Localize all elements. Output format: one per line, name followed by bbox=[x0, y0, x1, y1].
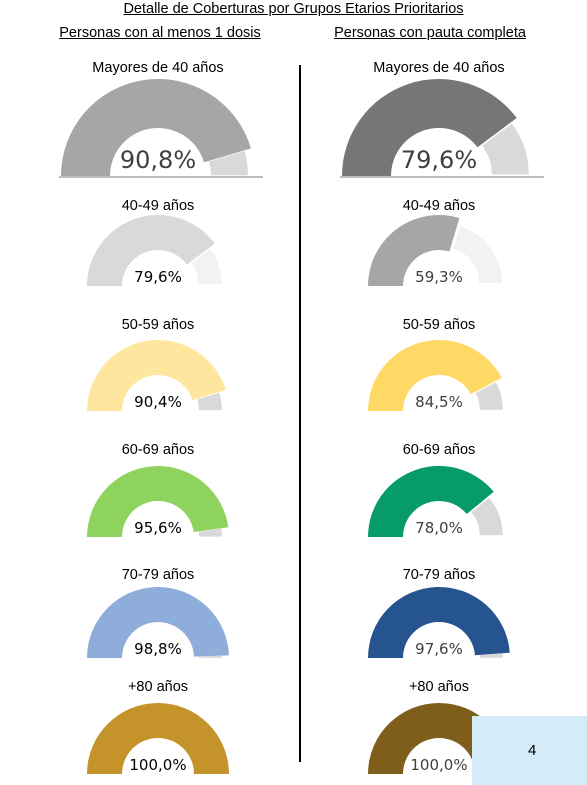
gauge-value-arc bbox=[368, 586, 510, 658]
column-header-first-dose: Personas con al menos 1 dosis bbox=[59, 25, 261, 41]
gauge-remainder-arc bbox=[453, 226, 503, 284]
coverage-gauge: 98,8% bbox=[87, 586, 229, 658]
gauge-value-label: 79,6% bbox=[401, 146, 477, 174]
gauge-remainder-arc bbox=[191, 249, 222, 285]
coverage-gauge: 78,0% bbox=[368, 465, 503, 537]
gauge-remainder-arc bbox=[471, 497, 503, 536]
gauge-value-label: 90,8% bbox=[120, 146, 196, 174]
gauge-value-label: 97,6% bbox=[415, 640, 463, 658]
gauge-label: 70-79 años bbox=[402, 567, 476, 583]
gauge-value-arc bbox=[87, 215, 215, 286]
coverage-gauge: 90,8% bbox=[59, 78, 263, 178]
column-header-full-schedule: Personas con pauta completa bbox=[334, 25, 526, 41]
gauge-label: 40-49 años bbox=[402, 198, 476, 214]
gauge-remainder-arc bbox=[197, 392, 222, 411]
coverage-gauge: 84,5% bbox=[368, 339, 503, 411]
gauge-label: 50-59 años bbox=[121, 317, 195, 333]
gauge-remainder-arc bbox=[198, 528, 222, 537]
gauge-remainder-arc bbox=[479, 653, 503, 658]
coverage-gauge: 79,6% bbox=[340, 78, 544, 178]
coverage-gauge: 59,3% bbox=[368, 215, 503, 286]
gauge-value-label: 95,6% bbox=[134, 519, 182, 537]
page-number: 4 bbox=[528, 742, 537, 759]
gauge-value-label: 59,3% bbox=[415, 268, 463, 286]
gauge-label: 40-49 años bbox=[121, 198, 195, 214]
gauge-value-arc bbox=[342, 78, 517, 176]
gauge-value-arc bbox=[368, 339, 502, 411]
gauge-value-arc bbox=[87, 466, 229, 537]
gauge-value-arc bbox=[368, 465, 494, 537]
page-title: Detalle de Coberturas por Grupos Etarios… bbox=[123, 1, 464, 17]
gauge-remainder-arc bbox=[198, 655, 223, 658]
gauge-remainder-arc bbox=[482, 123, 529, 175]
gauge-value-label: 100,0% bbox=[410, 756, 467, 774]
gauge-value-label: 79,6% bbox=[134, 268, 182, 286]
gauge-label: Mayores de 40 años bbox=[92, 60, 224, 76]
gauge-label: 60-69 años bbox=[402, 442, 476, 458]
gauge-value-arc bbox=[87, 586, 229, 658]
page-number-box bbox=[472, 716, 587, 785]
gauge-label: 70-79 años bbox=[121, 567, 195, 583]
coverage-gauge: 90,4% bbox=[87, 339, 226, 411]
gauge-value-arc bbox=[87, 339, 226, 411]
gauge-value-arc bbox=[87, 703, 229, 774]
gauge-label: +80 años bbox=[127, 679, 189, 695]
gauge-remainder-arc bbox=[475, 382, 503, 410]
gauge-value-arc bbox=[61, 78, 251, 176]
gauge-value-label: 84,5% bbox=[415, 393, 463, 411]
gauge-label: +80 años bbox=[408, 679, 470, 695]
gauge-value-label: 90,4% bbox=[134, 393, 182, 411]
gauge-value-label: 78,0% bbox=[415, 519, 463, 537]
gauge-label: 50-59 años bbox=[402, 317, 476, 333]
gauge-value-label: 100,0% bbox=[129, 756, 186, 774]
coverage-gauge: 95,6% bbox=[87, 466, 229, 537]
coverage-gauge: 100,0% bbox=[87, 703, 229, 774]
coverage-gauge: 97,6% bbox=[368, 586, 510, 658]
gauge-value-arc bbox=[368, 215, 460, 286]
coverage-gauge: 79,6% bbox=[87, 215, 222, 286]
gauge-value-label: 98,8% bbox=[134, 640, 182, 658]
column-divider bbox=[299, 65, 301, 762]
gauge-remainder-arc bbox=[208, 151, 248, 176]
gauge-label: 60-69 años bbox=[121, 442, 195, 458]
gauge-label: Mayores de 40 años bbox=[373, 60, 505, 76]
